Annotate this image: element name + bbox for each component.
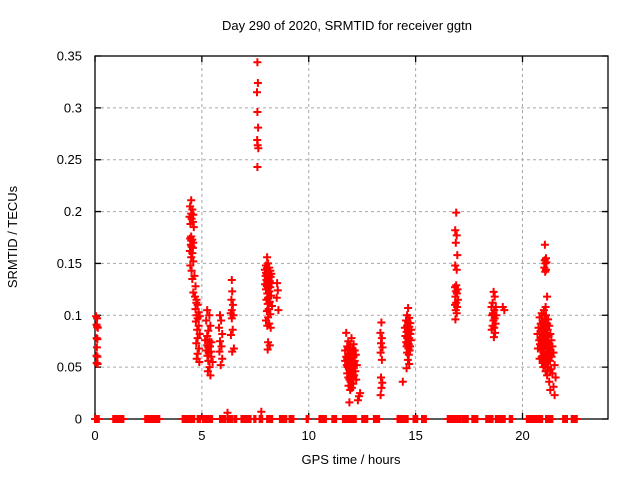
x-tick-label: 0 bbox=[91, 428, 98, 443]
data-points bbox=[91, 58, 581, 423]
grid-lines bbox=[95, 56, 608, 419]
y-tick-label: 0.35 bbox=[57, 49, 82, 64]
y-axis-label: SRMTID / TECUs bbox=[5, 185, 20, 288]
x-tick-label: 5 bbox=[198, 428, 205, 443]
x-tick-labels: 0 5 10 15 20 bbox=[91, 428, 529, 443]
x-axis-label: GPS time / hours bbox=[302, 452, 401, 467]
chart-title: Day 290 of 2020, SRMTID for receiver ggt… bbox=[222, 18, 472, 33]
y-tick-label: 0.1 bbox=[64, 308, 82, 323]
x-tick-label: 15 bbox=[408, 428, 422, 443]
y-tick-label: 0.05 bbox=[57, 360, 82, 375]
y-tick-labels: 0 0.05 0.1 0.15 0.2 0.25 0.3 0.35 bbox=[57, 49, 82, 427]
x-tick-label: 20 bbox=[515, 428, 529, 443]
y-tick-label: 0.3 bbox=[64, 100, 82, 115]
y-tick-label: 0.15 bbox=[57, 256, 82, 271]
x-tick-label: 10 bbox=[302, 428, 316, 443]
y-tick-label: 0 bbox=[75, 412, 82, 427]
y-tick-label: 0.2 bbox=[64, 204, 82, 219]
y-tick-label: 0.25 bbox=[57, 152, 82, 167]
